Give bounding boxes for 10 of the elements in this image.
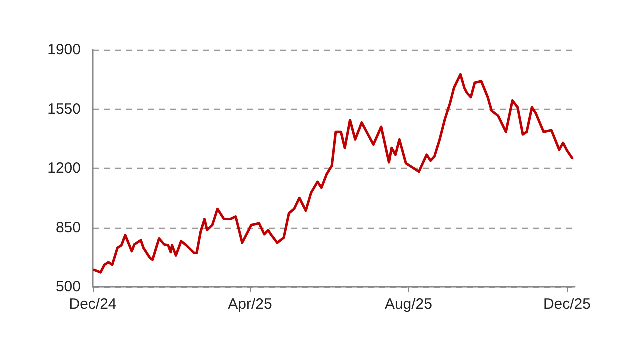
x-tick-label: Dec/24	[69, 296, 117, 313]
y-tick-label: 1900	[48, 42, 81, 58]
y-tick-label: 850	[56, 219, 81, 236]
y-tick-label: 1550	[48, 100, 81, 118]
y-tick-label: 500	[56, 278, 81, 296]
line-series	[93, 73, 574, 274]
x-tick-label: Aug/25	[384, 296, 432, 313]
y-tick-label: 1200	[48, 160, 81, 177]
x-tick-label: Apr/25	[228, 296, 272, 313]
x-tick-label: Dec/25	[543, 296, 591, 313]
